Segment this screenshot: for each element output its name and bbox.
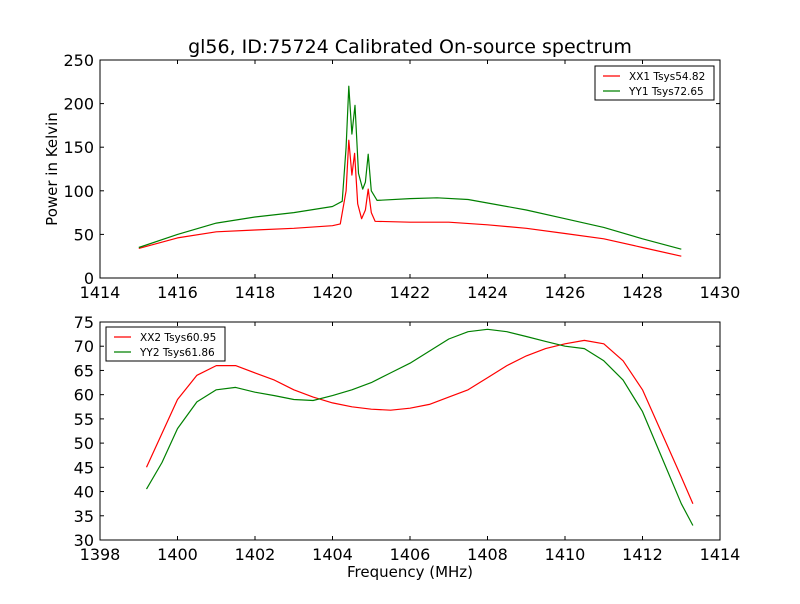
y-tick-label: 60 — [74, 386, 94, 405]
x-tick-label: 1422 — [390, 283, 431, 302]
x-tick-label: 1416 — [157, 283, 198, 302]
legend-label: YY1 Tsys72.65 — [628, 86, 704, 98]
y-axis-label: Power in Kelvin — [43, 112, 61, 226]
x-tick-label: 1426 — [545, 283, 586, 302]
y-tick-label: 150 — [63, 138, 94, 157]
y-tick-label: 50 — [74, 434, 94, 453]
series-line-yy2 — [145, 328, 694, 526]
x-tick-label: 1404 — [312, 545, 353, 564]
series-line-xx1 — [138, 139, 682, 257]
y-tick-label: 0 — [84, 269, 94, 288]
y-tick-label: 35 — [74, 507, 94, 526]
legend-label: YY2 Tsys61.86 — [139, 347, 215, 359]
x-tick-label: 1424 — [467, 283, 508, 302]
y-tick-label: 30 — [74, 531, 94, 550]
x-tick-label: 1410 — [545, 545, 586, 564]
y-tick-label: 100 — [63, 182, 94, 201]
x-tick-label: 1408 — [467, 545, 508, 564]
series-line-yy1 — [138, 85, 682, 250]
y-tick-label: 65 — [74, 361, 94, 380]
x-axis-label: Frequency (MHz) — [347, 563, 473, 581]
chart-title: gl56, ID:75724 Calibrated On-source spec… — [188, 36, 632, 58]
x-tick-label: 1428 — [622, 283, 663, 302]
y-tick-label: 40 — [74, 483, 94, 502]
x-tick-label: 1400 — [157, 545, 198, 564]
y-tick-label: 70 — [74, 337, 94, 356]
y-tick-label: 200 — [63, 95, 94, 114]
x-tick-label: 1406 — [390, 545, 431, 564]
y-tick-label: 45 — [74, 458, 94, 477]
series-line-xx2 — [145, 339, 694, 504]
x-tick-label: 1420 — [312, 283, 353, 302]
legend-box — [105, 326, 226, 362]
legend-label: XX1 Tsys54.82 — [629, 71, 705, 83]
x-tick-label: 1414 — [80, 283, 121, 302]
x-tick-label: 1412 — [622, 545, 663, 564]
x-tick-label: 1402 — [235, 545, 276, 564]
legend: XX1 Tsys54.82 YY1 Tsys72.65 — [594, 65, 715, 101]
legend-box — [594, 65, 715, 101]
x-tick-label: 1398 — [80, 545, 121, 564]
x-tick-label: 1418 — [235, 283, 276, 302]
x-tick-label: 1430 — [700, 283, 741, 302]
legend-label: XX2 Tsys60.95 — [140, 332, 216, 344]
y-tick-label: 250 — [63, 51, 94, 70]
y-tick-label: 50 — [74, 225, 94, 244]
subplot-1: 1414 1416 1418 1420 1422 1424 1426 1428 1430 0 50 1… — [43, 36, 740, 302]
y-tick-label: 55 — [74, 410, 94, 429]
legend: XX2 Tsys60.95 YY2 Tsys61.86 — [105, 326, 226, 362]
subplot-2: 1398 1400 1402 1404 1406 1408 1410 1412 1414 30 35… — [74, 313, 741, 581]
y-tick-label: 75 — [74, 313, 94, 332]
x-tick-label: 1414 — [700, 545, 741, 564]
